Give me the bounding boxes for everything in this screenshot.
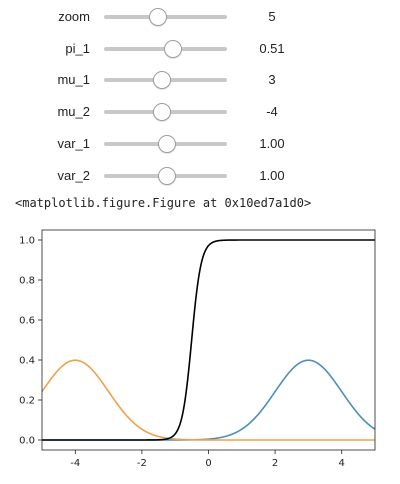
slider-handle[interactable] xyxy=(148,8,167,26)
slider-handle[interactable] xyxy=(157,134,176,153)
slider-value: 1.00 xyxy=(259,167,285,183)
slider-label: var_2 xyxy=(57,167,90,183)
slider-label: mu_1 xyxy=(57,72,90,88)
slider-handle[interactable] xyxy=(152,103,171,122)
slider-value: 5 xyxy=(268,9,276,24)
x-tick-label: 4 xyxy=(339,458,345,469)
slider-label: var_1 xyxy=(57,135,90,151)
slider-value: 0.51 xyxy=(259,40,285,56)
slider-value: 1.00 xyxy=(259,135,285,151)
slider-row-zoom: zoom 5 xyxy=(0,5,400,29)
slider-label: pi_1 xyxy=(65,40,90,56)
slider-handle[interactable] xyxy=(152,71,171,90)
x-tick-label: 0 xyxy=(205,458,211,469)
series-line-component-1 xyxy=(42,359,376,441)
slider-row-mu-2: mu_2 -4 xyxy=(0,100,400,124)
figure-repr-output: <matplotlib.figure.Figure at 0x10ed7a1d0… xyxy=(15,196,312,210)
y-tick-label: 0.0 xyxy=(19,436,35,447)
slider-label: mu_2 xyxy=(57,104,90,120)
plot-frame xyxy=(41,229,376,451)
slider-handle[interactable] xyxy=(163,39,182,58)
slider-label: zoom xyxy=(58,9,90,24)
series-line-posterior xyxy=(42,239,375,441)
y-tick-label: 0.8 xyxy=(19,276,35,287)
slider-row-var-1: var_1 1.00 xyxy=(0,132,400,156)
slider-row-mu-1: mu_1 3 xyxy=(0,68,400,92)
line-chart: -4 -2 0 2 4 0.0 0.2 0.4 0.6 0.8 1.0 xyxy=(19,229,376,469)
y-tick-label: 0.2 xyxy=(19,396,35,407)
slider-handle[interactable] xyxy=(157,166,176,185)
x-tick-label: -4 xyxy=(70,458,80,469)
x-tick-label: -2 xyxy=(137,458,147,469)
y-tick-label: 1.0 xyxy=(19,236,35,247)
series-line-component-2 xyxy=(41,359,375,441)
slider-row-pi-1: pi_1 0.51 xyxy=(0,37,400,61)
slider-value: -4 xyxy=(266,104,278,120)
slider-value: 3 xyxy=(268,72,276,88)
y-tick-label: 0.6 xyxy=(19,316,35,327)
y-tick-label: 0.4 xyxy=(19,356,35,367)
slider-row-var-2: var_2 1.00 xyxy=(0,164,400,188)
x-tick-label: 2 xyxy=(272,458,278,469)
